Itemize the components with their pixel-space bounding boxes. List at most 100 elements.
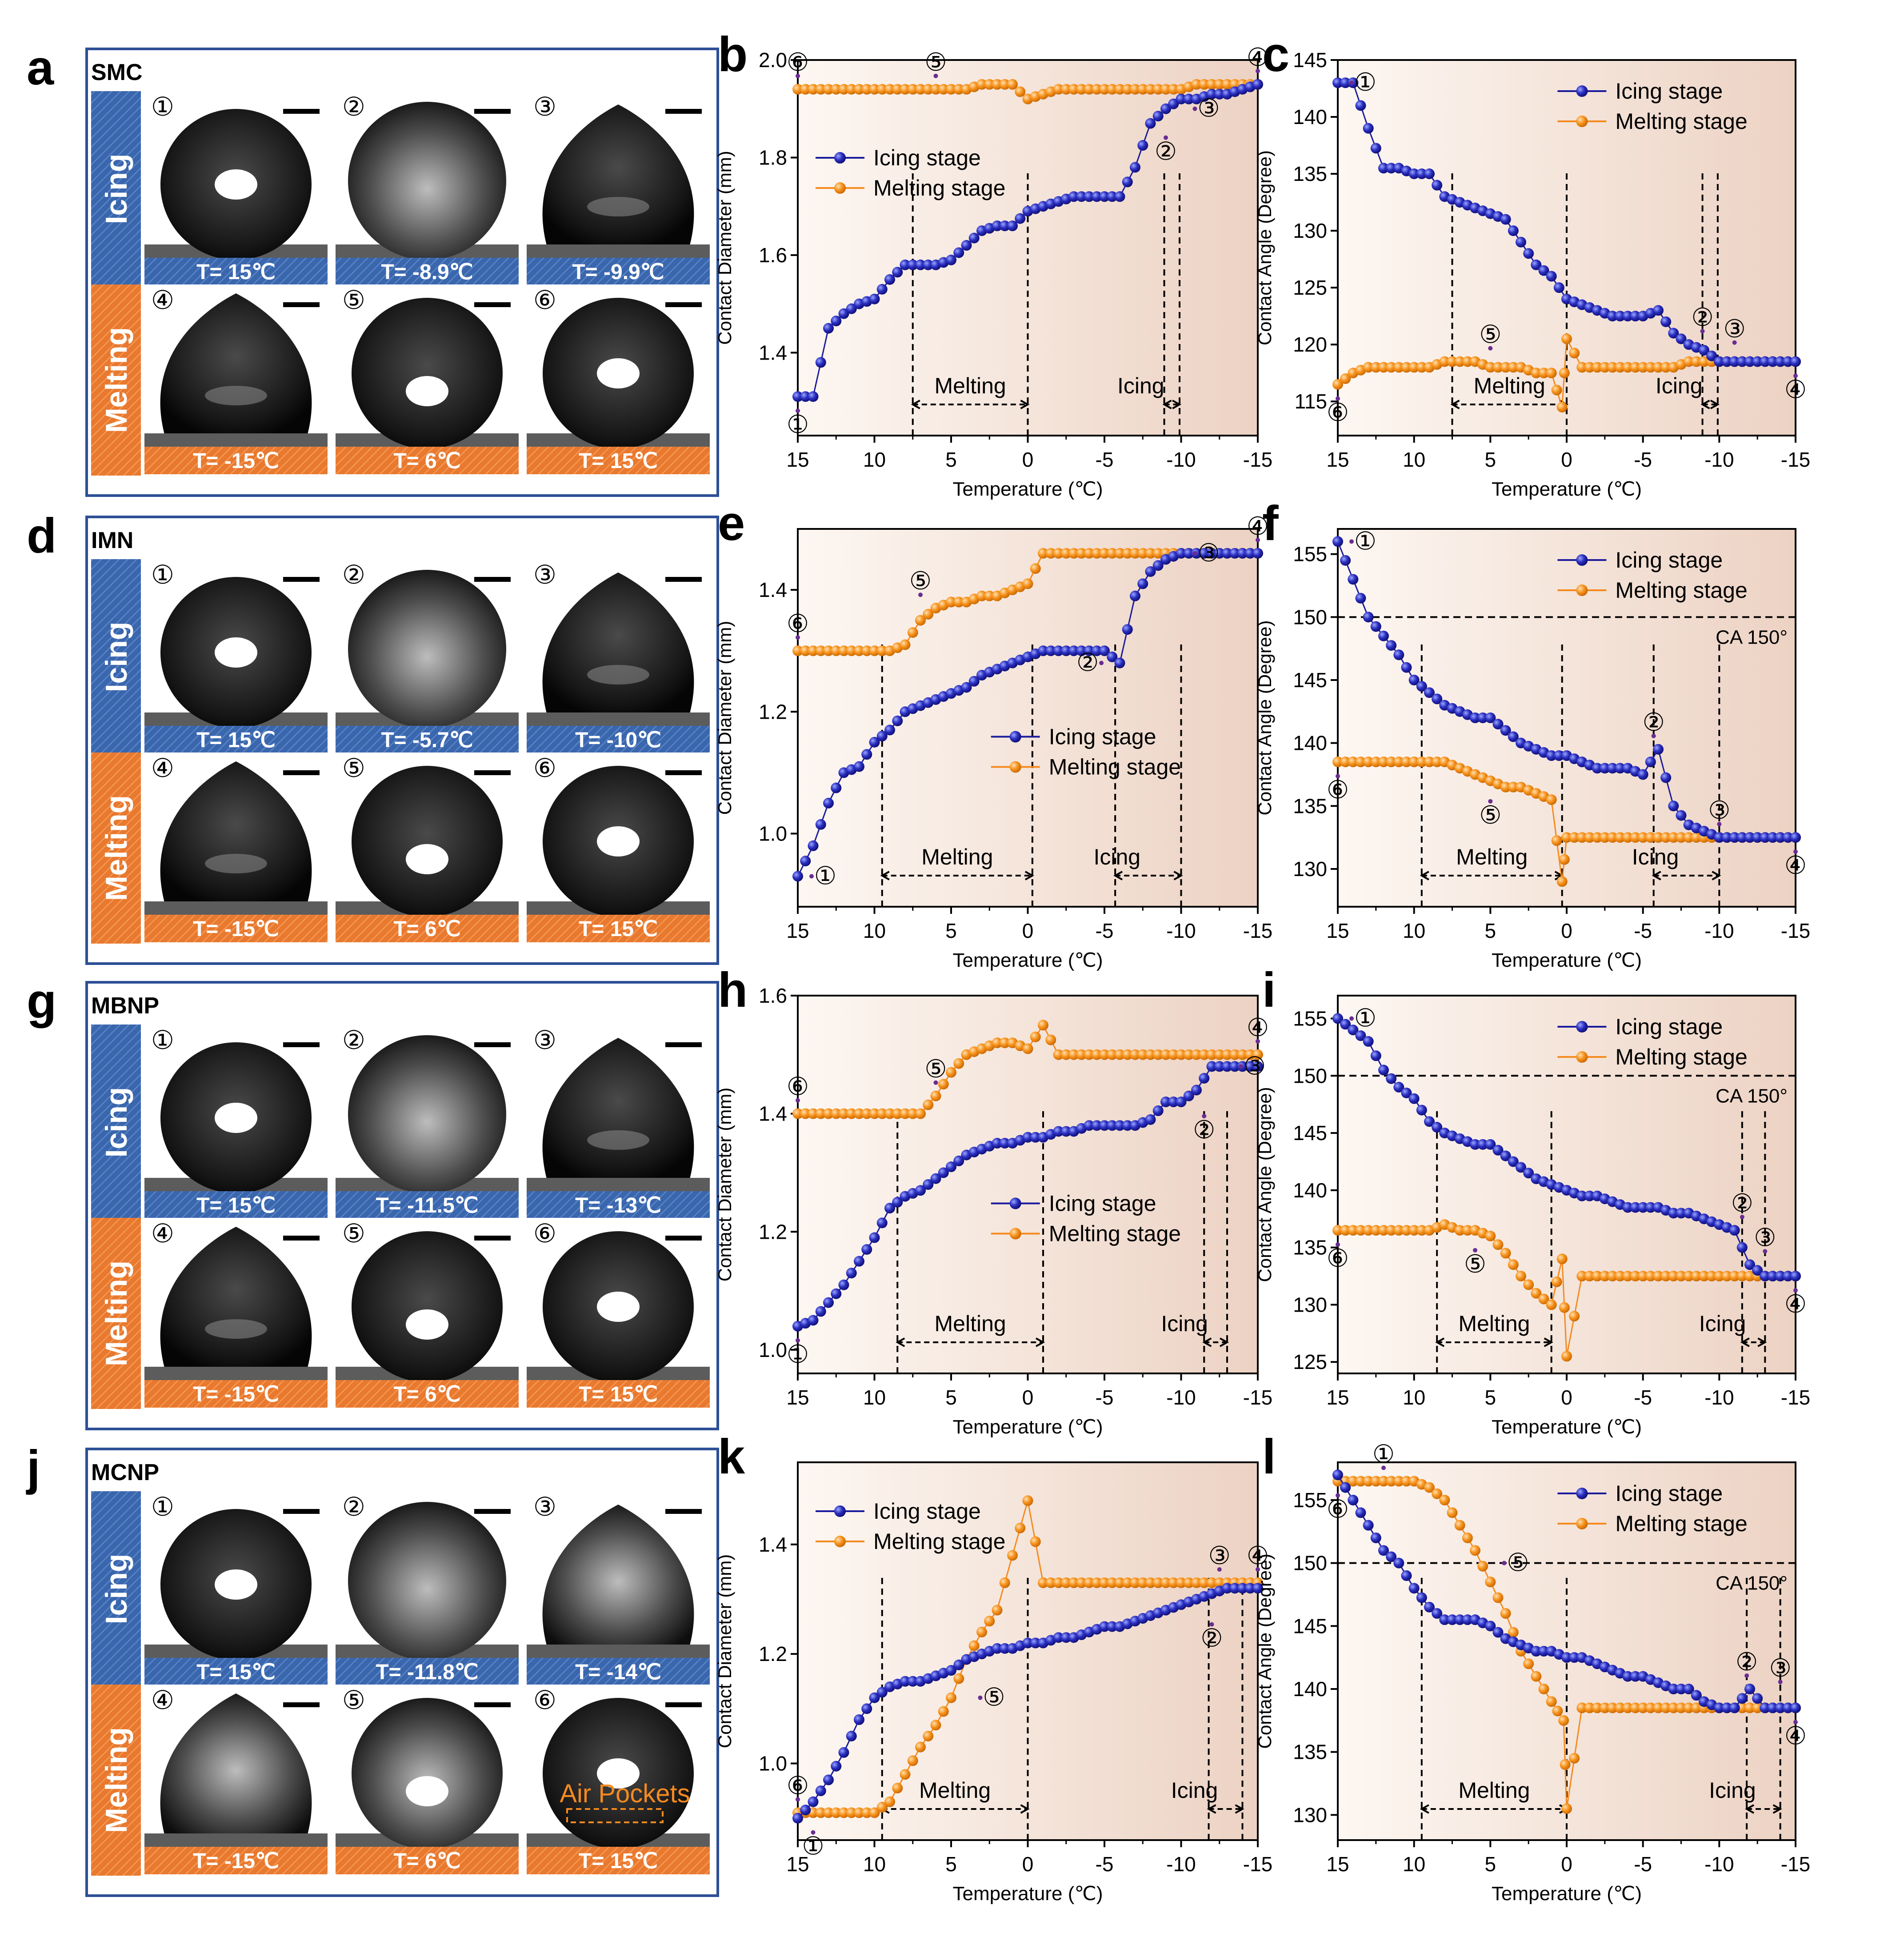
data-point-icing xyxy=(1767,356,1778,367)
data-point-melting xyxy=(1637,1702,1648,1713)
data-point-melting xyxy=(1531,368,1542,379)
chart-h: h 15 10 5 0 -5 -10 -15 1.0 1.2 1.4 1.6 Temperature (… xyxy=(714,963,1272,1438)
x-tick-label: -15 xyxy=(1243,448,1272,471)
data-point-melting xyxy=(1561,832,1572,843)
data-point-melting xyxy=(1569,832,1580,843)
y-tick-label: 140 xyxy=(1293,732,1327,755)
arrowhead xyxy=(1420,1804,1429,1814)
sample-label: MBNP xyxy=(91,993,159,1019)
temp-bar xyxy=(527,915,710,942)
data-point-icing xyxy=(1736,356,1748,367)
data-point-melting xyxy=(838,1108,849,1119)
temperature-label: T= -11.5℃ xyxy=(376,1194,478,1217)
data-point-icing xyxy=(861,1703,872,1714)
data-point-melting xyxy=(1462,356,1473,367)
data-point-melting xyxy=(1401,362,1412,373)
data-point-melting xyxy=(1222,79,1232,90)
temperature-label: T= -5.7℃ xyxy=(381,728,473,752)
data-point-icing xyxy=(900,1676,911,1687)
data-point-icing xyxy=(792,1813,803,1824)
data-point-icing xyxy=(800,391,811,402)
scale-bar xyxy=(665,1236,702,1241)
scale-bar xyxy=(474,109,511,114)
scale-bar xyxy=(474,1042,511,1047)
data-point-melting xyxy=(838,645,849,656)
data-point-melting xyxy=(823,1807,834,1818)
data-point-icing xyxy=(1114,657,1125,668)
data-point-icing xyxy=(1714,1702,1725,1713)
panel-letter: j xyxy=(26,1441,40,1495)
data-point-melting xyxy=(1607,1702,1618,1713)
data-point-melting xyxy=(976,590,987,601)
scale-bar xyxy=(665,1509,702,1514)
data-point-icing xyxy=(1782,356,1793,367)
chart-e: e 15 10 5 0 -5 -10 -15 1.0 1.2 1.4 Temperature (℃) C… xyxy=(714,496,1272,971)
marker-pointer xyxy=(1793,1288,1798,1293)
data-point-icing xyxy=(1176,93,1187,104)
x-tick-label: 5 xyxy=(1485,919,1496,942)
data-point-melting xyxy=(1370,1476,1381,1487)
state-marker: ④ xyxy=(1247,43,1269,72)
data-point-icing xyxy=(1084,1120,1095,1131)
data-point-icing xyxy=(1130,590,1140,601)
data-point-melting xyxy=(1099,1049,1110,1060)
x-tick-label: -5 xyxy=(1634,1853,1652,1876)
stage-label-icing: Icing xyxy=(100,622,133,692)
data-point-melting xyxy=(1569,1753,1580,1764)
data-point-icing xyxy=(1229,1061,1240,1072)
data-point-icing xyxy=(1500,1150,1511,1161)
data-point-icing xyxy=(1752,1693,1763,1704)
data-point-icing xyxy=(1424,1601,1435,1613)
x-tick-label: 15 xyxy=(1326,1386,1349,1409)
state-marker: ③ xyxy=(533,1025,556,1055)
droplet xyxy=(348,1502,506,1660)
data-point-melting xyxy=(1538,1293,1549,1305)
scale-bar xyxy=(665,1042,702,1047)
temperature-label: T= 6℃ xyxy=(393,1383,460,1406)
data-point-icing xyxy=(1645,1202,1656,1213)
data-point-icing xyxy=(1160,103,1171,114)
data-point-melting xyxy=(1053,1577,1064,1589)
data-point-icing xyxy=(1191,1085,1202,1096)
data-point-icing xyxy=(1622,1671,1633,1682)
data-point-icing xyxy=(1237,1583,1248,1594)
marker-pointer xyxy=(1793,1720,1798,1725)
data-point-melting xyxy=(1332,379,1343,390)
data-point-melting xyxy=(1378,756,1389,768)
data-point-icing xyxy=(1706,350,1717,361)
data-point-melting xyxy=(1622,1702,1633,1713)
data-point-melting xyxy=(1561,1803,1572,1814)
data-point-icing xyxy=(1736,1693,1748,1704)
data-point-melting xyxy=(1053,1049,1064,1060)
temperature-label: T= -9.9℃ xyxy=(572,260,664,284)
state-marker: ② xyxy=(342,1025,365,1055)
data-point-icing xyxy=(915,1185,926,1196)
data-point-melting xyxy=(1130,1049,1140,1060)
legend-label: Icing stage xyxy=(1049,724,1156,749)
data-point-melting xyxy=(1546,368,1557,379)
data-point-melting xyxy=(869,1807,880,1818)
marker-pointer xyxy=(1793,373,1798,378)
data-point-icing xyxy=(1546,271,1557,282)
arrowhead xyxy=(1772,1804,1782,1814)
data-point-icing xyxy=(1363,612,1374,623)
data-point-melting xyxy=(1556,1253,1568,1265)
state-marker: ⑥ xyxy=(1327,1495,1349,1524)
data-point-melting xyxy=(1615,832,1626,843)
data-point-icing xyxy=(1206,88,1217,100)
stage-bar-icing xyxy=(91,559,141,755)
x-axis-label: Temperature (℃) xyxy=(1492,478,1642,500)
data-point-melting xyxy=(1007,79,1018,90)
chart-f: f 15 10 5 0 -5 -10 -15 130 135 140 145 150 155 Tempera… xyxy=(1254,496,1810,971)
legend-label: Icing stage xyxy=(873,1499,981,1524)
data-point-icing xyxy=(1538,1646,1549,1657)
data-point-melting xyxy=(1084,84,1095,95)
data-point-melting xyxy=(876,1108,888,1119)
scale-bar xyxy=(283,1236,320,1241)
stage-bar-icing xyxy=(91,91,141,287)
data-point-melting xyxy=(1191,1577,1202,1589)
data-point-melting xyxy=(1599,1702,1610,1713)
state-marker: ② xyxy=(342,1492,365,1522)
data-point-icing xyxy=(1107,651,1118,662)
data-point-melting xyxy=(815,1108,826,1119)
